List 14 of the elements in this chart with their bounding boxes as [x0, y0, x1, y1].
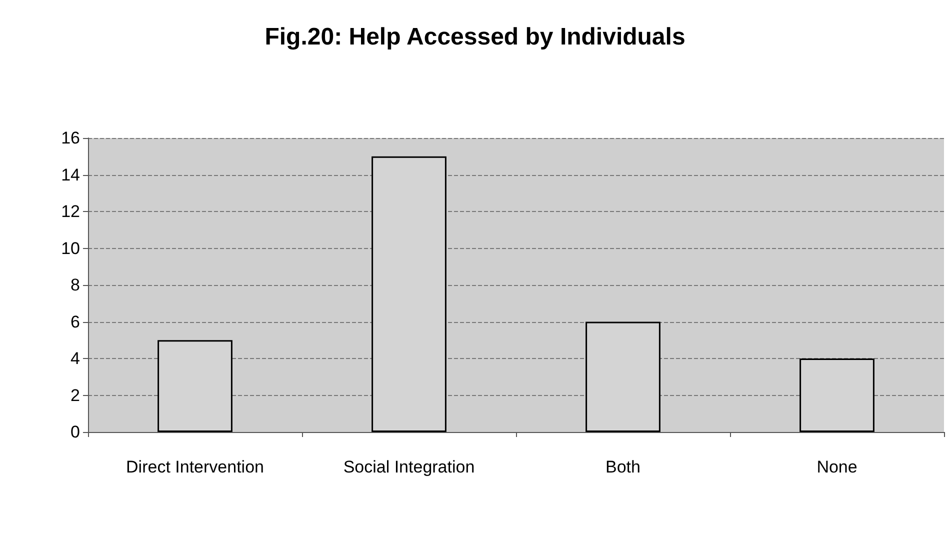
y-tick-label: 0: [70, 422, 80, 442]
x-tick-label: None: [816, 458, 858, 476]
y-tick-label: 10: [61, 238, 80, 258]
y-tick-label: 4: [70, 349, 80, 368]
y-tick-label: 12: [61, 202, 80, 221]
x-tick-label: Direct Intervention: [126, 458, 264, 476]
x-tick-label: Both: [606, 458, 640, 476]
y-tick-label: 6: [70, 312, 80, 332]
y-tick-label: 8: [70, 276, 80, 294]
y-tick-label: 2: [70, 386, 80, 405]
y-tick-label: 14: [61, 165, 80, 184]
x-tick-label: Social Integration: [343, 458, 475, 476]
chart-title: Fig.20: Help Accessed by Individuals: [264, 24, 686, 50]
y-tick-label: 16: [61, 128, 80, 148]
